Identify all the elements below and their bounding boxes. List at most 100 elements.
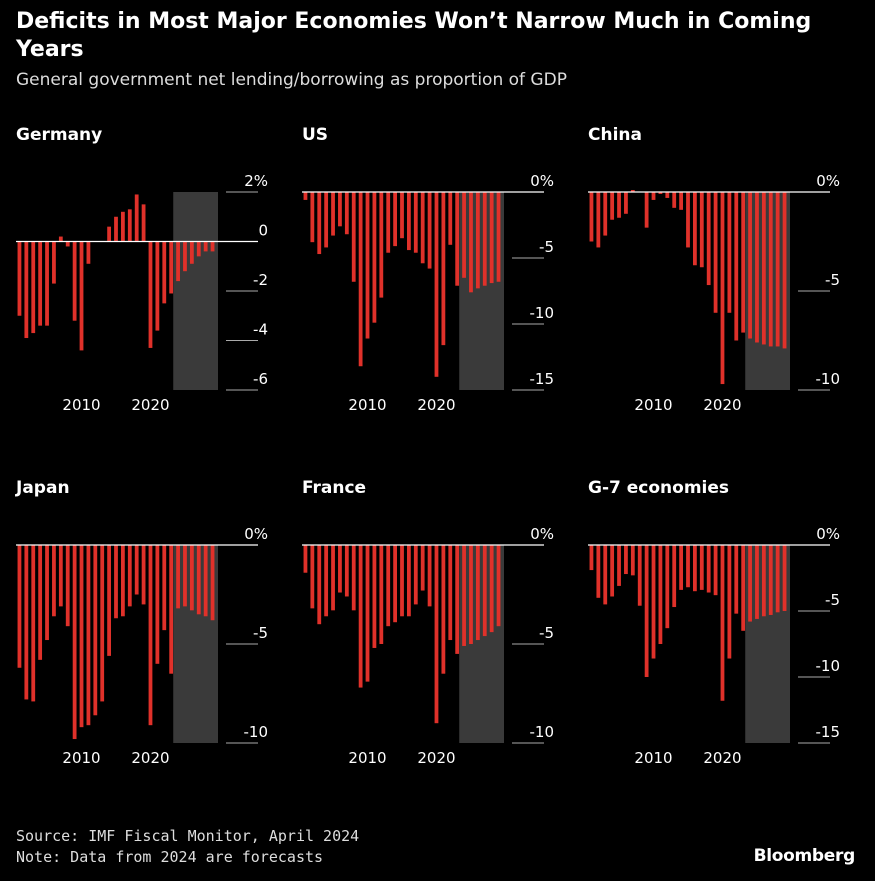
bar-2020	[720, 545, 725, 701]
bar-2002	[310, 192, 315, 243]
bar-2019	[141, 204, 146, 242]
x-tick-label: 2010	[634, 749, 672, 767]
y-tick-label: -10	[816, 370, 841, 388]
bar-2004	[38, 545, 43, 660]
y-tick-label: 0%	[244, 525, 268, 543]
bar-2014	[393, 545, 397, 623]
panel-france: France 0% -5 -10 2010 2020	[302, 478, 587, 808]
x-tick-label: 2010	[634, 396, 672, 414]
bar-2012	[379, 192, 384, 298]
y-tick-label: -15	[530, 370, 555, 388]
bar-2007	[344, 192, 349, 235]
y-tick-label: 2%	[244, 172, 268, 190]
bar-2010	[365, 192, 370, 339]
bar-2027	[482, 192, 487, 286]
bar-2020	[434, 545, 439, 724]
bar-2029	[210, 545, 215, 621]
bar-2001	[589, 192, 594, 242]
panel-title: France	[302, 478, 367, 498]
bar-2001	[303, 545, 308, 573]
bar-2014	[393, 192, 397, 247]
forecast-region	[459, 192, 504, 390]
bar-2012	[665, 192, 670, 198]
bar-2009	[644, 545, 649, 677]
bar-2006	[624, 545, 628, 575]
panel-title: G-7 economies	[588, 478, 730, 498]
y-tick-label: -5	[539, 238, 554, 256]
bar-2022	[448, 545, 453, 641]
bar-2018	[420, 545, 425, 591]
bar-2017	[699, 192, 704, 268]
bar-2003	[603, 545, 608, 605]
bar-2012	[93, 545, 98, 716]
bar-2027	[482, 545, 487, 637]
x-tick-label: 2020	[131, 396, 169, 414]
y-tick-label: -15	[816, 723, 841, 741]
bar-2015	[114, 545, 118, 619]
y-tick-label: -10	[244, 723, 269, 741]
forecast-region	[459, 545, 504, 743]
panel-title: Germany	[16, 125, 103, 145]
panel-title: Japan	[16, 478, 70, 498]
x-tick-label: 2010	[348, 396, 386, 414]
y-tick-label: -2	[253, 271, 268, 289]
bar-2015	[400, 545, 404, 617]
bar-2020	[434, 192, 439, 377]
bar-2014	[679, 192, 683, 210]
bar-2003	[603, 192, 608, 236]
bar-2015	[400, 192, 404, 239]
y-tick-label: -10	[816, 657, 841, 675]
x-tick-label: 2020	[703, 396, 741, 414]
x-tick-label: 2020	[131, 749, 169, 767]
bar-2007	[344, 545, 349, 597]
bar-2021	[155, 545, 160, 664]
bar-2010	[651, 192, 656, 200]
forecast-note: Note: Data from 2024 are forecasts	[16, 848, 324, 866]
bar-2004	[324, 192, 329, 248]
bar-2001	[303, 192, 308, 200]
bar-2003	[317, 192, 322, 255]
bar-2025	[183, 545, 187, 607]
bar-2006	[624, 192, 628, 214]
bar-2015	[686, 545, 690, 588]
bar-2013	[672, 545, 677, 608]
y-tick-label: 0%	[816, 172, 840, 190]
bar-2023	[455, 545, 460, 654]
bar-2004	[610, 192, 615, 220]
bar-2015	[686, 192, 690, 248]
bar-2008	[351, 192, 356, 282]
bar-2013	[100, 545, 105, 702]
bar-2006	[52, 545, 56, 617]
panel-germany: Germany 2% 0 -2 -4 -6 2010 2020	[16, 125, 301, 455]
bar-2010	[365, 545, 370, 682]
bar-2002	[24, 241, 29, 339]
forecast-region	[173, 545, 218, 743]
x-tick-label: 2020	[417, 749, 455, 767]
bar-2029	[782, 545, 787, 611]
bar-chart: 0% -5 -10 -15 2010 2020	[588, 525, 841, 767]
bar-2029	[782, 192, 787, 349]
y-tick-label: -5	[253, 624, 268, 642]
bar-2001	[17, 241, 22, 316]
forecast-region	[745, 192, 790, 390]
bar-2018	[706, 192, 711, 286]
y-tick-label: 0%	[816, 525, 840, 543]
footer: Source: IMF Fiscal Monitor, April 2024 N…	[16, 826, 359, 868]
x-tick-label: 2020	[703, 749, 741, 767]
bar-2004	[610, 545, 615, 597]
bar-2002	[310, 545, 315, 609]
y-tick-label: -10	[530, 723, 555, 741]
bar-2005	[45, 241, 49, 326]
bar-2023	[741, 192, 746, 333]
bar-2014	[679, 545, 683, 590]
bar-2025	[755, 192, 759, 343]
bar-2021	[155, 241, 160, 331]
bar-2019	[427, 192, 432, 269]
bar-2001	[17, 545, 22, 668]
bar-2009	[358, 545, 363, 688]
bar-2002	[596, 545, 601, 598]
bar-2028	[203, 545, 208, 617]
panel-china: China 0% -5 -10 2010 2020	[588, 125, 873, 455]
bar-2011	[658, 192, 663, 194]
bar-chart: 2% 0 -2 -4 -6 2010 2020	[16, 172, 268, 414]
